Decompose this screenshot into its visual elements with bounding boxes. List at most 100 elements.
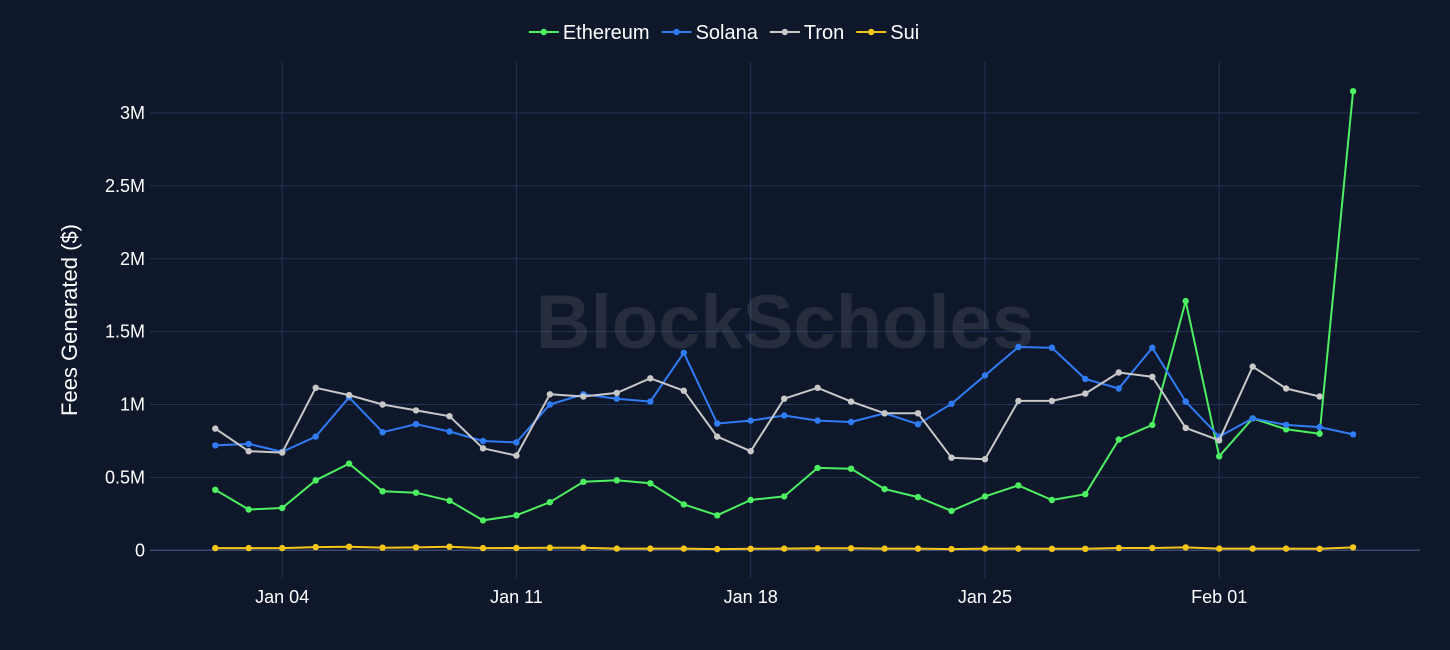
data-point-ethereum[interactable] — [814, 464, 821, 472]
data-point-sui[interactable] — [245, 544, 252, 552]
data-point-tron[interactable] — [345, 391, 353, 399]
data-point-sui[interactable] — [279, 544, 286, 552]
data-point-sui[interactable] — [647, 545, 654, 552]
data-point-ethereum[interactable] — [1282, 426, 1290, 433]
data-point-tron[interactable] — [647, 375, 654, 382]
data-point-ethereum[interactable] — [513, 512, 520, 519]
data-point-ethereum[interactable] — [212, 486, 219, 493]
data-point-sui[interactable] — [212, 544, 219, 552]
data-point-tron[interactable] — [479, 445, 487, 452]
data-point-tron[interactable] — [1115, 369, 1123, 376]
data-point-sui[interactable] — [814, 545, 821, 552]
legend-item-sui[interactable]: Sui — [856, 22, 919, 44]
data-point-sui[interactable] — [1249, 545, 1256, 552]
data-point-tron[interactable] — [747, 448, 754, 455]
data-point-solana[interactable] — [1115, 385, 1123, 392]
data-point-tron[interactable] — [1282, 385, 1290, 392]
data-point-solana[interactable] — [513, 439, 520, 446]
data-point-tron[interactable] — [312, 384, 319, 391]
data-point-tron[interactable] — [847, 398, 855, 405]
data-point-sui[interactable] — [948, 545, 955, 553]
data-point-sui[interactable] — [1349, 544, 1357, 551]
data-point-sui[interactable] — [1048, 545, 1056, 552]
data-point-tron[interactable] — [714, 433, 721, 440]
data-point-solana[interactable] — [446, 428, 453, 435]
data-point-solana[interactable] — [680, 349, 687, 356]
data-point-ethereum[interactable] — [847, 465, 855, 472]
data-point-sui[interactable] — [1216, 545, 1223, 552]
data-point-sui[interactable] — [981, 545, 989, 552]
data-point-solana[interactable] — [1282, 421, 1290, 429]
data-point-ethereum[interactable] — [479, 517, 487, 524]
data-point-tron[interactable] — [1149, 373, 1156, 380]
data-point-ethereum[interactable] — [1216, 453, 1223, 460]
data-point-sui[interactable] — [781, 545, 788, 552]
data-point-ethereum[interactable] — [714, 512, 721, 519]
data-point-ethereum[interactable] — [312, 477, 319, 484]
data-point-solana[interactable] — [981, 372, 989, 379]
data-point-tron[interactable] — [1048, 397, 1056, 405]
data-point-tron[interactable] — [580, 393, 587, 400]
data-point-solana[interactable] — [1149, 344, 1156, 351]
data-point-solana[interactable] — [1349, 431, 1357, 438]
data-point-tron[interactable] — [948, 454, 955, 461]
data-point-solana[interactable] — [1015, 343, 1022, 351]
data-point-tron[interactable] — [212, 425, 219, 432]
data-point-ethereum[interactable] — [1015, 482, 1022, 489]
data-point-solana[interactable] — [479, 437, 487, 445]
data-point-solana[interactable] — [1082, 375, 1089, 383]
data-point-sui[interactable] — [446, 543, 453, 550]
data-point-sui[interactable] — [345, 543, 353, 550]
data-point-sui[interactable] — [914, 545, 922, 552]
data-point-tron[interactable] — [914, 410, 922, 417]
data-point-ethereum[interactable] — [379, 488, 386, 495]
data-point-ethereum[interactable] — [1082, 491, 1089, 498]
data-point-solana[interactable] — [412, 421, 420, 428]
data-point-ethereum[interactable] — [1149, 421, 1156, 429]
data-point-ethereum[interactable] — [948, 507, 955, 515]
data-point-solana[interactable] — [312, 433, 319, 440]
data-point-solana[interactable] — [613, 395, 620, 402]
data-point-sui[interactable] — [379, 544, 386, 551]
data-point-solana[interactable] — [1316, 423, 1323, 431]
data-point-solana[interactable] — [847, 418, 855, 426]
data-point-sui[interactable] — [1015, 545, 1022, 552]
data-point-tron[interactable] — [613, 389, 620, 397]
data-point-sui[interactable] — [1182, 544, 1189, 551]
data-point-solana[interactable] — [814, 417, 821, 424]
data-point-tron[interactable] — [881, 410, 888, 417]
data-point-sui[interactable] — [1282, 545, 1290, 552]
data-point-tron[interactable] — [1015, 397, 1022, 405]
data-point-tron[interactable] — [1316, 393, 1323, 400]
data-point-sui[interactable] — [680, 545, 687, 552]
data-point-ethereum[interactable] — [647, 480, 654, 487]
data-point-sui[interactable] — [412, 544, 420, 551]
data-point-sui[interactable] — [847, 545, 855, 552]
data-point-ethereum[interactable] — [1349, 88, 1357, 95]
data-point-tron[interactable] — [1182, 424, 1189, 432]
data-point-sui[interactable] — [714, 545, 721, 553]
data-point-solana[interactable] — [546, 401, 554, 408]
data-point-tron[interactable] — [446, 413, 453, 420]
data-point-tron[interactable] — [546, 391, 554, 398]
data-point-sui[interactable] — [1316, 545, 1323, 552]
data-point-ethereum[interactable] — [1316, 430, 1323, 437]
data-point-ethereum[interactable] — [981, 493, 989, 500]
data-point-sui[interactable] — [881, 545, 888, 552]
data-point-sui[interactable] — [1082, 545, 1089, 552]
data-point-solana[interactable] — [781, 412, 788, 419]
data-point-ethereum[interactable] — [1048, 496, 1056, 504]
data-point-tron[interactable] — [1216, 437, 1223, 444]
data-point-tron[interactable] — [513, 452, 520, 459]
data-point-solana[interactable] — [245, 440, 252, 448]
data-point-tron[interactable] — [981, 456, 989, 463]
data-point-ethereum[interactable] — [613, 477, 620, 484]
data-point-ethereum[interactable] — [580, 478, 587, 485]
data-point-tron[interactable] — [1082, 390, 1089, 397]
data-point-solana[interactable] — [1249, 415, 1256, 422]
data-point-solana[interactable] — [212, 442, 219, 449]
data-point-sui[interactable] — [613, 545, 620, 552]
data-point-sui[interactable] — [580, 544, 587, 551]
data-point-ethereum[interactable] — [546, 499, 554, 506]
data-point-solana[interactable] — [1048, 344, 1056, 351]
